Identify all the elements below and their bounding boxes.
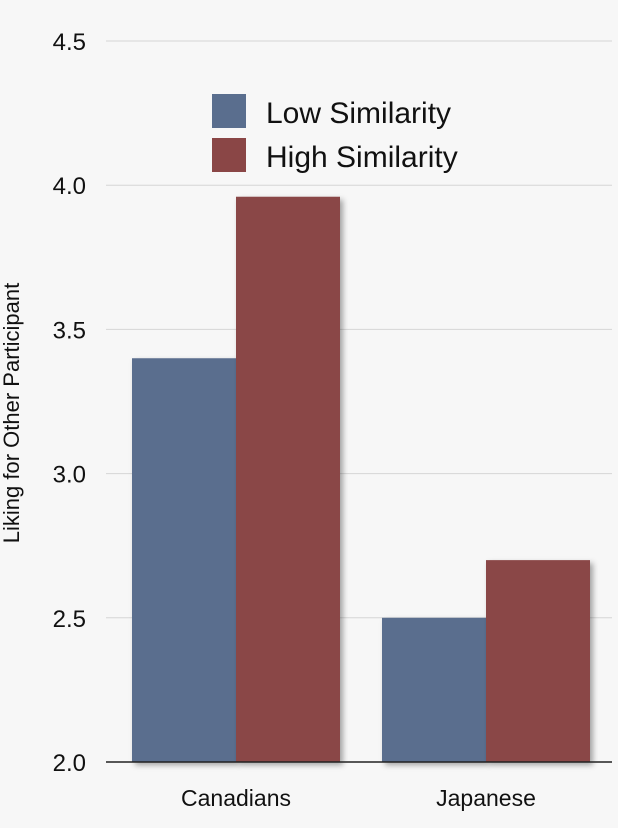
legend-swatch <box>212 94 246 128</box>
y-tick-label: 2.5 <box>53 606 86 633</box>
bar-high-similarity-japanese <box>486 560 590 762</box>
y-axis-title: Liking for Other Participant <box>0 283 24 543</box>
bar-low-similarity-japanese <box>382 617 486 762</box>
y-tick-label: 4.0 <box>53 173 86 200</box>
y-tick-label: 3.5 <box>53 317 86 344</box>
bar-low-similarity-canadians <box>132 358 236 762</box>
legend-label: High Similarity <box>266 141 458 174</box>
x-category-label: Canadians <box>181 785 291 811</box>
x-category-label: Japanese <box>436 785 536 811</box>
legend-swatch <box>212 138 246 172</box>
y-tick-label: 4.5 <box>53 29 86 56</box>
y-tick-label: 2.0 <box>53 750 86 777</box>
y-tick-label: 3.0 <box>53 462 86 489</box>
legend: Low Similarity High Similarity <box>212 94 458 174</box>
bar-high-similarity-canadians <box>236 196 340 763</box>
legend-label: Low Similarity <box>266 97 451 130</box>
axes: 2.0 2.5 3.0 3.5 4.0 4.5 Canadians Japanese <box>53 29 612 811</box>
bars <box>132 196 590 763</box>
